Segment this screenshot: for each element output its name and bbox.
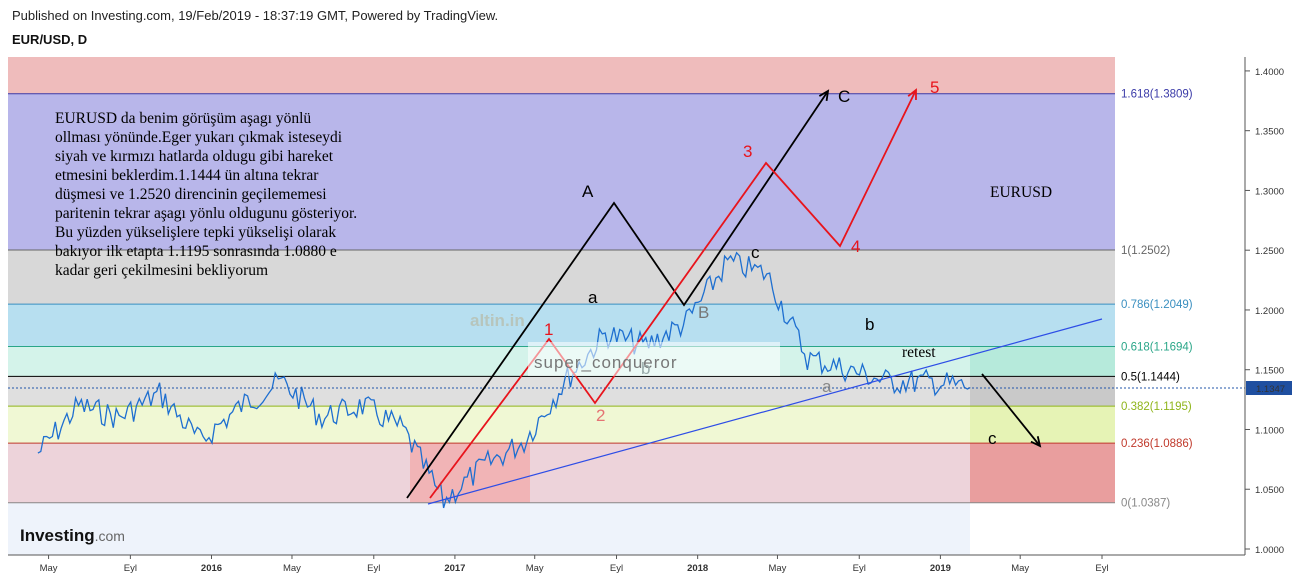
red-wave-label: 4 [851, 237, 860, 256]
x-axis: May Eyl 2016 May Eyl 2017 May Eyl 2018 May Eyl 2019… [8, 554, 1245, 574]
note-line: Bu yüzden yükselişlere tepki yükselişi o… [55, 224, 336, 241]
fib-level-label: 0.5(1.1444) [1121, 371, 1180, 383]
current-price-label: 1.1347 [1256, 384, 1285, 395]
red-wave-label: 2 [596, 406, 605, 425]
y-tick-label: 1.1500 [1255, 366, 1284, 377]
fib-level-label: 0.382(1.1195) [1121, 401, 1192, 413]
y-tick-label: 1.1000 [1255, 425, 1284, 436]
investing-logo: Investing.com [20, 526, 125, 545]
zone-top [8, 57, 1115, 94]
note-line: kadar geri çekilmesini bekliyorum [55, 262, 268, 279]
x-tick-label: May [768, 563, 786, 574]
red-wave-arrow-head [907, 88, 917, 101]
zone-red [970, 443, 1115, 503]
chart-texts: altin.in super_conqueror EURUSD da benim g… [20, 78, 1052, 545]
published-info: Published on Investing.com, 19/Feb/2019 … [12, 8, 499, 23]
small-wave-label: b [865, 315, 874, 334]
zone-band [8, 376, 1115, 407]
small-wave-label: c [988, 429, 997, 448]
zone-band [8, 406, 1115, 444]
x-tick-label: 2018 [687, 563, 708, 574]
x-tick-label: Eyl [367, 563, 380, 574]
y-tick-label: 1.2500 [1255, 246, 1284, 257]
zone-bottom [8, 502, 970, 555]
fib-level-label: 0.786(1.2049) [1121, 299, 1193, 311]
small-wave-label: a [822, 377, 832, 396]
black-wave-arrow [406, 90, 829, 499]
zone-band [8, 93, 1115, 250]
watermark-user: super_conqueror [534, 353, 678, 372]
fib-level-label: 0.236(1.0886) [1121, 438, 1193, 450]
red-wave-label: 5 [930, 78, 939, 97]
fib-level-label: 0.618(1.1694) [1121, 342, 1193, 354]
y-tick-label: 1.3000 [1255, 186, 1284, 197]
x-tick-label: May [40, 563, 58, 574]
fib-level-label: 1(1.2502) [1121, 245, 1170, 257]
wave-label-B: B [698, 303, 709, 322]
y-tick-label: 1.3500 [1255, 127, 1284, 138]
wave-label-A: A [582, 182, 594, 201]
small-wave-label: c [751, 243, 760, 262]
price-line [37, 251, 971, 509]
small-wave-label: a [588, 288, 598, 307]
price-layer [8, 251, 1245, 509]
fib-level-label: 0(1.0387) [1121, 498, 1170, 510]
x-tick-label: May [1011, 563, 1029, 574]
y-axis: 1.4000 1.3500 1.3000 1.2500 1.2000 1.1500 1.10… [1244, 57, 1292, 556]
note-line: bakıyor ilk etapta 1.1195 sonrasında 1.0… [55, 243, 337, 260]
y-tick-label: 1.0500 [1255, 485, 1284, 496]
y-tick-label: 1.2000 [1255, 306, 1284, 317]
red-wave-label: 1 [544, 320, 553, 339]
note-line: siyah ve kırmızı hatlarda oldugu gibi ha… [55, 148, 334, 165]
eurusd-label: EURUSD [990, 184, 1052, 201]
x-tick-label: Eyl [853, 563, 866, 574]
small-wave-label: b [641, 359, 650, 378]
y-tick-label: 1.4000 [1255, 67, 1284, 78]
zone-red-left [410, 443, 530, 503]
target-arrow-head [1030, 436, 1042, 448]
chart-symbol-title: EUR/USD, D [12, 32, 88, 47]
x-tick-label: May [526, 563, 544, 574]
x-tick-label: 2019 [930, 563, 951, 574]
current-price-box [1246, 381, 1292, 396]
note-line: etmesini beklerdim.1.1444 ün altına tekr… [55, 167, 319, 184]
note-line: EURUSD da benim görüşüm aşagı yönlü [55, 110, 311, 127]
x-tick-label: Eyl [1095, 563, 1108, 574]
watermark-logo: altin.in [470, 311, 525, 330]
wave-label-C: C [838, 87, 850, 106]
target-arrow [981, 373, 1041, 447]
x-tick-label: May [283, 563, 301, 574]
fib-zones [8, 57, 1115, 555]
trend-line [427, 318, 1103, 505]
x-tick-label: 2017 [444, 563, 465, 574]
watermark-user-box [528, 342, 780, 376]
red-wave-label: 3 [743, 142, 752, 161]
note-line: düşmesi ve 1.2520 direncinin geçilememes… [55, 186, 327, 203]
fib-level-label: 1.618(1.3809) [1121, 89, 1193, 101]
retest-label: retest [902, 344, 936, 361]
note-line: ollması yönünde.Eger yukarı çıkmak istes… [55, 129, 343, 146]
x-tick-label: Eyl [124, 563, 137, 574]
y-tick-label: 1.0000 [1255, 545, 1284, 556]
note-line: paritenin tekrar aşagı yönlu oldugunu gö… [55, 205, 357, 222]
zone-band [8, 304, 1115, 347]
black-wave-arrow-head [818, 89, 830, 102]
x-tick-label: 2016 [201, 563, 222, 574]
x-tick-label: Eyl [610, 563, 623, 574]
